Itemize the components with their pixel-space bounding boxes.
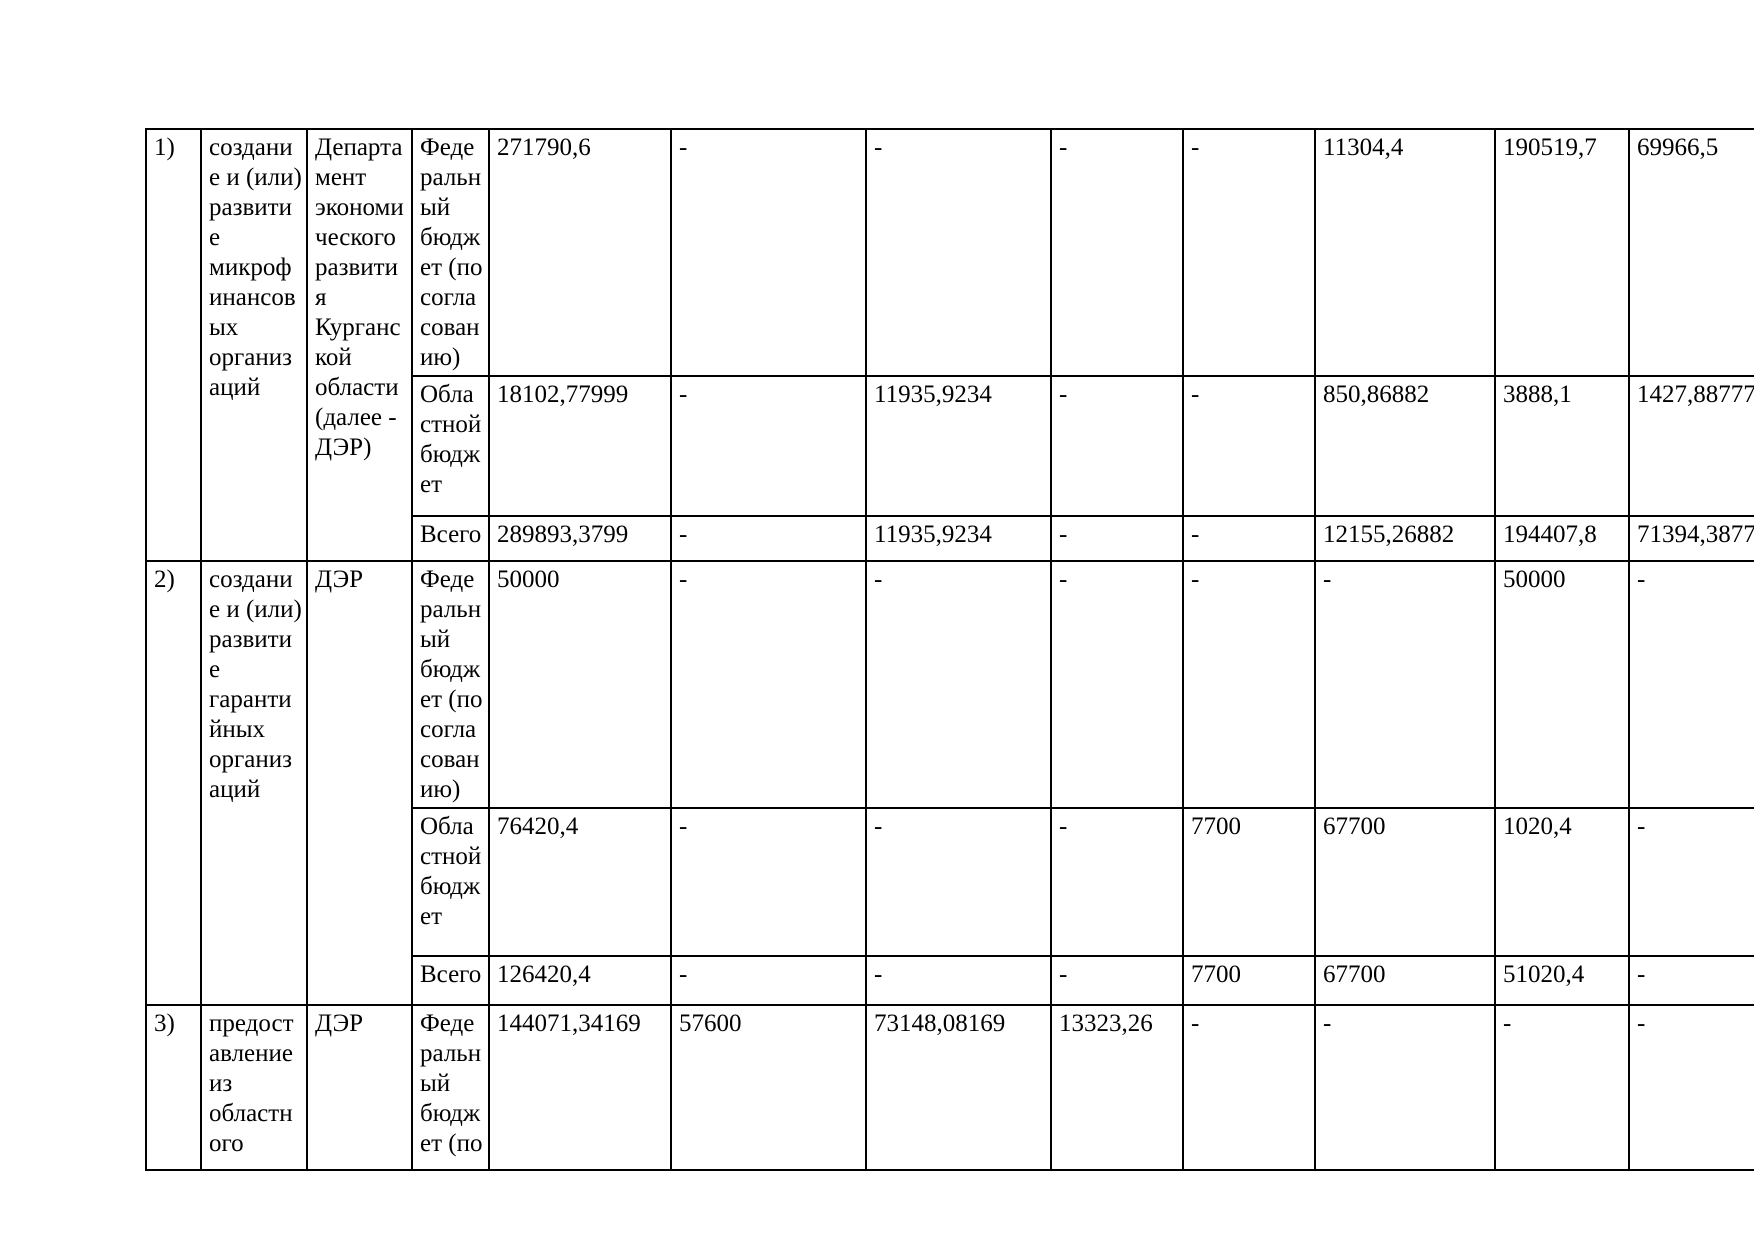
value-cell: - bbox=[1628, 1004, 1754, 1171]
value-cell: 12155,26882 bbox=[1314, 515, 1496, 562]
row-number-cell: 2) bbox=[145, 560, 202, 1006]
value-cell: 50000 bbox=[1494, 560, 1630, 809]
table-row: Обла стной бюдж ет 76420,4 - - - 7700 67… bbox=[146, 807, 1754, 957]
measure-name-cell: создани е и (или) развити е микроф инанс… bbox=[200, 128, 308, 562]
table-row: 2) создани е и (или) развити е гаранти й… bbox=[145, 560, 1754, 1006]
executor-cell: ДЭР bbox=[306, 1004, 413, 1171]
value-cell: - bbox=[1182, 560, 1316, 809]
table-row: Обла стной бюдж ет 18102,77999 - 11935,9… bbox=[146, 375, 1754, 517]
value-cell: 7700 bbox=[1182, 807, 1316, 957]
value-cell: - bbox=[1628, 807, 1754, 957]
value-cell: - bbox=[670, 515, 867, 562]
value-cell: 67700 bbox=[1314, 807, 1496, 957]
value-cell: - bbox=[1182, 128, 1316, 377]
value-cell: - bbox=[1182, 375, 1316, 517]
value-cell: - bbox=[865, 560, 1052, 809]
value-cell: - bbox=[1050, 807, 1184, 957]
value-cell: - bbox=[1628, 955, 1754, 1006]
value-cell: 194407,8 bbox=[1494, 515, 1630, 562]
value-cell: 18102,77999 bbox=[488, 375, 672, 517]
value-cell: - bbox=[1314, 1004, 1496, 1171]
value-cell: - bbox=[1050, 515, 1184, 562]
value-cell: 73148,08169 bbox=[865, 1004, 1052, 1171]
value-cell: 850,86882 bbox=[1314, 375, 1496, 517]
value-cell: - bbox=[865, 955, 1052, 1006]
value-cell: - bbox=[670, 807, 867, 957]
value-cell: - bbox=[670, 128, 867, 377]
value-cell: - bbox=[865, 807, 1052, 957]
value-cell: 1020,4 bbox=[1494, 807, 1630, 957]
value-cell: 76420,4 bbox=[488, 807, 672, 957]
value-cell: - bbox=[1494, 1004, 1630, 1171]
value-cell: - bbox=[865, 128, 1052, 377]
budget-table: 1) создани е и (или) развити е микроф ин… bbox=[145, 128, 1754, 1171]
total-label-cell: Всего bbox=[411, 515, 490, 562]
value-cell: 67700 bbox=[1314, 955, 1496, 1006]
value-cell: 11935,9234 bbox=[865, 375, 1052, 517]
row-number-cell: 1) bbox=[145, 128, 202, 562]
value-cell: 51020,4 bbox=[1494, 955, 1630, 1006]
value-cell: 50000 bbox=[488, 560, 672, 809]
measure-name-cell: предост авление из областн ого bbox=[200, 1004, 308, 1171]
budget-level-cell: Феде ральн ый бюдж ет (по согла сован ию… bbox=[411, 560, 490, 809]
value-cell: 126420,4 bbox=[488, 955, 672, 1006]
budget-level-cell: Феде ральн ый бюдж ет (по согла сован ию… bbox=[411, 128, 490, 377]
value-cell: - bbox=[670, 375, 867, 517]
value-cell: 57600 bbox=[670, 1004, 867, 1171]
value-cell: - bbox=[1050, 128, 1184, 377]
value-cell: - bbox=[1050, 955, 1184, 1006]
value-cell: - bbox=[1182, 515, 1316, 562]
total-label-cell: Всего bbox=[411, 955, 490, 1006]
budget-table-container: 1) создани е и (или) развити е микроф ин… bbox=[145, 128, 1754, 1171]
value-cell: 11935,9234 bbox=[865, 515, 1052, 562]
value-cell: - bbox=[1050, 560, 1184, 809]
value-cell: - bbox=[1050, 375, 1184, 517]
value-cell: - bbox=[670, 560, 867, 809]
budget-level-cell: Феде ральн ый бюдж ет (по bbox=[411, 1004, 490, 1171]
budget-level-cell: Обла стной бюдж ет bbox=[411, 375, 490, 517]
table-row: Всего 126420,4 - - - 7700 67700 51020,4 … bbox=[146, 955, 1754, 1006]
executor-cell: ДЭР bbox=[306, 560, 413, 1006]
value-cell: 144071,34169 bbox=[488, 1004, 672, 1171]
value-cell: - bbox=[670, 955, 867, 1006]
table-row: Всего 289893,3799 - 11935,9234 - - 12155… bbox=[146, 515, 1754, 562]
value-cell: 271790,6 bbox=[488, 128, 672, 377]
value-cell: - bbox=[1182, 1004, 1316, 1171]
value-cell: 7700 bbox=[1182, 955, 1316, 1006]
value-cell: 71394,3877 bbox=[1628, 515, 1754, 562]
row-number-cell: 3) bbox=[145, 1004, 202, 1171]
table-row: 3) предост авление из областн ого ДЭР Фе… bbox=[145, 1004, 1754, 1171]
value-cell: 3888,1 bbox=[1494, 375, 1630, 517]
executor-cell: Департа мент экономи ческого развити я К… bbox=[306, 128, 413, 562]
measure-name-cell: создани е и (или) развити е гаранти йных… bbox=[200, 560, 308, 1006]
value-cell: 11304,4 bbox=[1314, 128, 1496, 377]
value-cell: 1427,88777 bbox=[1628, 375, 1754, 517]
value-cell: - bbox=[1314, 560, 1496, 809]
table-row: 1) создани е и (или) развити е микроф ин… bbox=[145, 128, 1754, 562]
value-cell: 69966,5 bbox=[1628, 128, 1754, 377]
value-cell: 289893,3799 bbox=[488, 515, 672, 562]
budget-level-cell: Обла стной бюдж ет bbox=[411, 807, 490, 957]
value-cell: 13323,26 bbox=[1050, 1004, 1184, 1171]
value-cell: - bbox=[1628, 560, 1754, 809]
value-cell: 190519,7 bbox=[1494, 128, 1630, 377]
